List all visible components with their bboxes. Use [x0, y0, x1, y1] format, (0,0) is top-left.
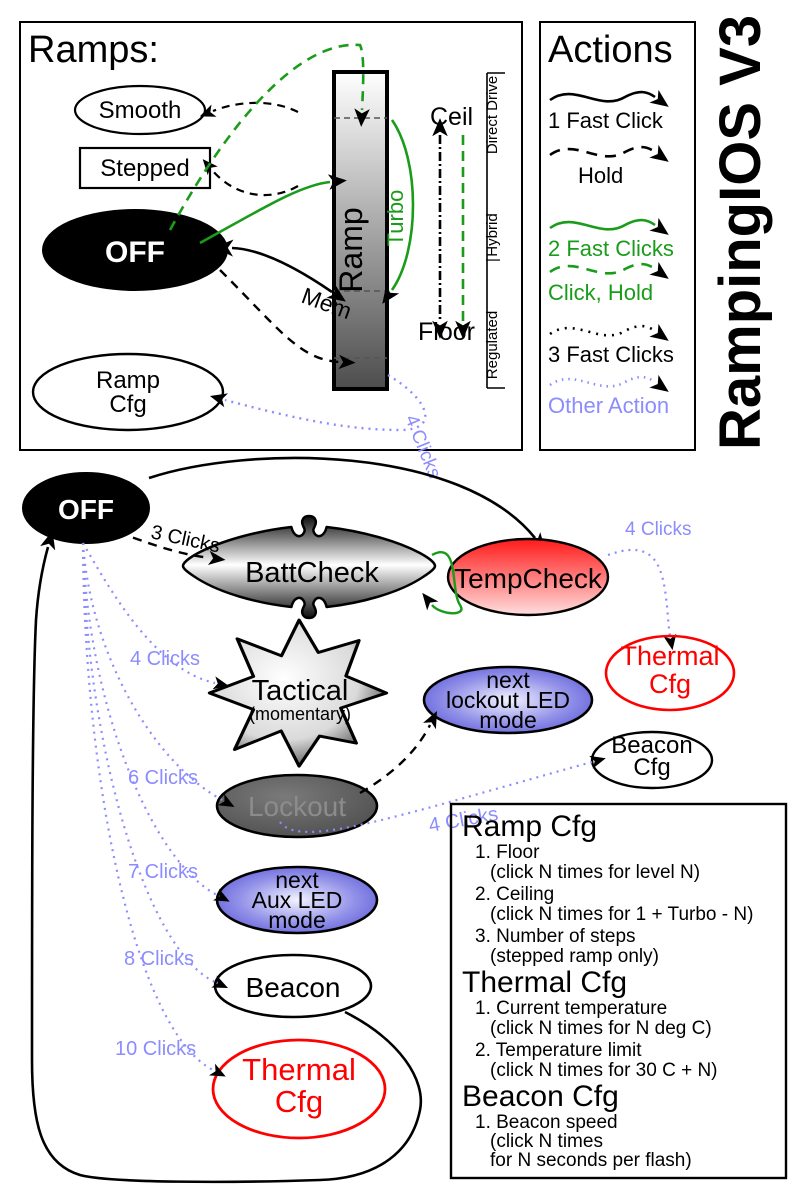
svg-text:Hybrid: Hybrid	[484, 213, 501, 256]
svg-text:Smooth: Smooth	[99, 97, 182, 124]
svg-text:(stepped ramp only): (stepped ramp only)	[490, 946, 659, 967]
svg-text:(click N times for level N): (click N times for level N)	[490, 862, 700, 883]
svg-text:Ceil: Ceil	[430, 103, 473, 131]
svg-text:Ramp Cfg: Ramp Cfg	[462, 810, 597, 843]
svg-text:3 Fast Clicks: 3 Fast Clicks	[548, 342, 674, 367]
svg-text:Thermal Cfg: Thermal Cfg	[462, 966, 627, 999]
svg-text:2. Ceiling: 2. Ceiling	[475, 884, 554, 905]
svg-text:for N seconds per flash): for N seconds per flash)	[490, 1150, 692, 1171]
svg-text:Cfg: Cfg	[109, 391, 146, 418]
svg-text:1 Fast Click: 1 Fast Click	[548, 108, 664, 133]
svg-text:8 Clicks: 8 Clicks	[124, 948, 194, 970]
svg-text:Cfg: Cfg	[649, 669, 691, 699]
svg-text:|: |	[484, 258, 501, 262]
svg-text:Turbo: Turbo	[383, 190, 408, 247]
svg-text:(momentary): (momentary)	[249, 704, 351, 724]
svg-text:4 Clicks: 4 Clicks	[625, 519, 692, 540]
svg-text:Ramp: Ramp	[333, 207, 369, 292]
svg-text:OFF: OFF	[105, 236, 165, 269]
svg-text:TempCheck: TempCheck	[454, 563, 603, 594]
svg-text:Cfg: Cfg	[633, 754, 670, 781]
svg-text:Stepped: Stepped	[100, 155, 189, 182]
svg-text:OFF: OFF	[58, 494, 114, 525]
svg-text:Thermal: Thermal	[242, 1052, 356, 1087]
svg-text:Actions: Actions	[548, 29, 673, 71]
svg-text:Regulated: Regulated	[484, 311, 501, 379]
svg-text:mode: mode	[268, 907, 326, 933]
svg-text:Floor: Floor	[418, 318, 475, 346]
svg-text:3. Number of steps: 3. Number of steps	[475, 926, 636, 947]
svg-text:Ramps:: Ramps:	[28, 29, 159, 71]
svg-text:(click N times for 30 C + N): (click N times for 30 C + N)	[490, 1060, 718, 1081]
svg-text:4 Clicks: 4 Clicks	[130, 648, 200, 670]
svg-text:1. Floor: 1. Floor	[475, 842, 540, 863]
svg-text:Cfg: Cfg	[275, 1084, 323, 1119]
svg-text:2. Temperature limit: 2. Temperature limit	[475, 1040, 642, 1061]
svg-text:Beacon Cfg: Beacon Cfg	[462, 1080, 619, 1113]
svg-text:1. Current temperature: 1. Current temperature	[475, 998, 667, 1019]
svg-text:Beacon: Beacon	[246, 972, 341, 1003]
svg-text:Hold: Hold	[578, 163, 623, 188]
svg-text:6 Clicks: 6 Clicks	[128, 767, 198, 789]
svg-text:(click N times: (click N times	[490, 1131, 603, 1152]
svg-text:1. Beacon speed: 1. Beacon speed	[475, 1112, 618, 1133]
svg-text:10 Clicks: 10 Clicks	[115, 1038, 196, 1060]
svg-text:Ramp: Ramp	[96, 367, 160, 394]
svg-text:Click, Hold: Click, Hold	[548, 280, 653, 305]
svg-text:(click N times for 1 + Turbo -: (click N times for 1 + Turbo - N)	[490, 904, 753, 925]
svg-text:7 Clicks: 7 Clicks	[128, 861, 198, 883]
svg-text:Lockout: Lockout	[248, 791, 346, 822]
svg-text:2 Fast Clicks: 2 Fast Clicks	[548, 236, 674, 261]
svg-text:Other Action: Other Action	[548, 393, 669, 418]
svg-text:BattCheck: BattCheck	[245, 557, 379, 589]
svg-text:mode: mode	[479, 707, 537, 733]
svg-text:Thermal: Thermal	[620, 641, 719, 671]
svg-text:Direct Drive: Direct Drive	[484, 76, 501, 154]
svg-text:RampingIOS V3: RampingIOS V3	[708, 15, 773, 450]
svg-text:(click N times for N deg C): (click N times for N deg C)	[490, 1018, 712, 1039]
svg-text:Tactical: Tactical	[252, 675, 349, 707]
